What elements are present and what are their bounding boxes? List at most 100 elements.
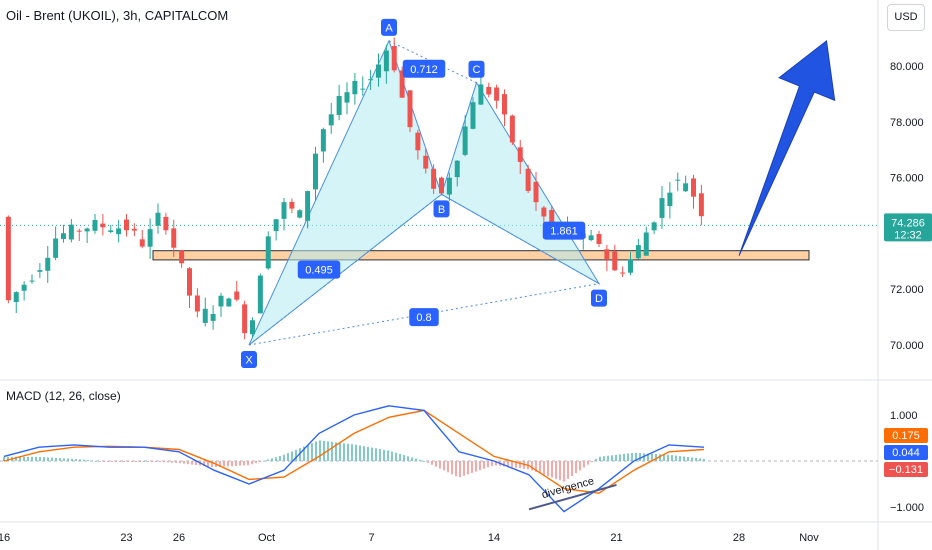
histogram-bar [531,461,533,471]
price-tick-label: 80.000 [890,61,924,73]
pattern-point-c-badge [468,60,485,78]
pattern-point-b-label: B [438,204,445,216]
histogram-bar [539,461,541,474]
ratio-label: 1.861 [550,226,578,238]
pattern-point-a-badge [381,18,397,36]
candle-body [139,239,145,247]
macd-line [3,405,705,513]
histogram-bar [455,461,457,477]
histogram-bar [87,460,89,462]
histogram-bar [679,456,681,461]
candle-body [360,88,366,90]
histogram-bar [635,452,637,461]
candle-body [462,126,468,155]
histogram-bar [519,461,521,469]
histogram-bar [19,456,21,461]
candle-body [313,153,318,190]
divergence-line [528,483,617,511]
histogram-bar [79,459,81,461]
histogram-bar [279,455,281,461]
histogram-bar [171,461,173,463]
candle-body [242,304,248,334]
price-tick-label: 78.000 [890,117,924,129]
histogram-bar [599,456,601,461]
candle-body [509,115,515,143]
histogram-bar [319,440,321,461]
histogram-bar [515,461,517,468]
histogram-bar [415,458,417,461]
histogram-bar [351,444,353,461]
histogram-bar [7,456,9,461]
candle-body [92,219,98,231]
histogram-bar [651,453,653,461]
histogram-bar [235,461,237,466]
histogram-bar [323,440,325,461]
histogram-bar [399,453,401,461]
histogram-bar [55,457,57,461]
histogram-bar [675,455,677,461]
histogram-bar [143,461,145,462]
candle-body [659,198,665,218]
support-zone [152,250,810,261]
pattern-dotted-line [441,193,600,285]
candles [5,37,704,340]
histogram-bar [703,458,705,461]
histogram-bar [71,458,73,461]
pattern-dotted-line [248,283,600,346]
histogram-bar [263,460,265,462]
histogram-bar [511,461,513,468]
candle-body [612,251,618,271]
histogram-bar [251,461,253,465]
currency-button[interactable]: USD [887,4,925,31]
candle-body [328,114,334,126]
macd-tick-label: 1.000 [890,410,918,422]
candle-body [604,249,610,259]
histogram-bar [363,446,365,461]
histogram-bar [339,442,341,461]
histogram-bar [167,461,169,463]
histogram-bar [163,461,165,463]
histogram-bar [503,461,505,467]
ratio-badge [297,260,341,279]
histogram-bar [203,461,205,467]
histogram-bar [283,454,285,461]
pattern-point-x-badge [241,351,257,368]
candle-body [37,270,43,272]
histogram-bar [75,459,77,461]
candle-body [76,230,82,232]
histogram-bar [227,461,229,467]
histogram-bar [231,461,233,467]
histogram-bar [507,461,509,467]
macd-title: MACD (12, 26, close) [6,389,121,403]
candle-body [383,50,389,72]
histogram-bar [619,454,621,461]
candle-body [29,280,35,282]
candle-body [494,87,500,101]
ratio-badge [402,59,446,78]
histogram-bar [123,461,125,462]
histogram-bar [63,458,65,461]
histogram-bar [307,444,309,461]
histogram-bar [155,461,157,462]
candle-body [431,168,437,189]
candle-body [171,228,177,248]
candle-body [257,275,263,314]
candle-body [210,313,216,321]
histogram-bar [183,461,185,464]
histogram-bar [555,461,557,479]
histogram-bar [179,461,181,464]
histogram-bar [331,441,333,461]
histogram-bar [47,457,49,461]
macd-value-label: −0.131 [889,464,923,476]
pattern-point-d-badge [591,289,607,307]
histogram-bar [683,456,685,461]
candle-body [163,216,169,231]
current-price-value: 74.286 [891,217,925,229]
time-tick-label: 26 [173,532,185,544]
histogram-bar [223,461,225,467]
histogram-bar [295,449,297,461]
candle-body [541,207,547,217]
time-tick-label: 23 [120,532,132,544]
projection-arrow [738,39,836,256]
